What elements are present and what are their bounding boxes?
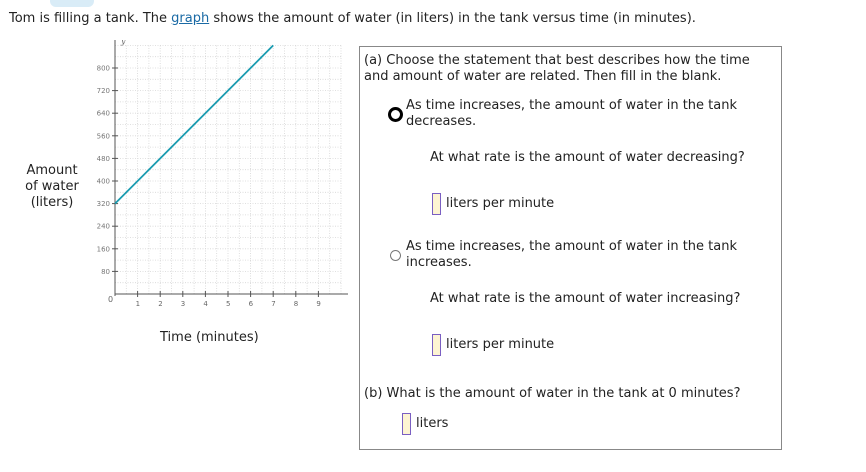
x-tick-label: 4: [203, 300, 208, 308]
water-at-zero-input[interactable]: [402, 413, 411, 435]
y-tick-label: 80: [101, 268, 110, 276]
option-increases-radio[interactable]: [390, 250, 401, 261]
y-axis-title-line: of water: [25, 179, 79, 194]
question-panel: (a) Choose the statement that best descr…: [359, 46, 782, 450]
y-tick-label: 480: [97, 155, 110, 163]
y-tick-label: 720: [97, 87, 110, 95]
x-tick-label: 1: [136, 300, 140, 308]
y-axis-title: Amount of water (liters): [20, 163, 84, 211]
y-axis-title-line: (liters): [30, 195, 74, 210]
x-tick-label: 9: [316, 300, 320, 308]
rate-decreasing-input[interactable]: [432, 193, 441, 215]
x-tick-label: 8: [294, 300, 298, 308]
x-tick-label: 5: [226, 300, 230, 308]
x-tick-label: 3: [181, 300, 185, 308]
rate-increasing-input[interactable]: [432, 334, 441, 356]
series-line: [114, 44, 274, 205]
y-tick-label: 400: [97, 178, 110, 186]
graph-link[interactable]: graph: [171, 11, 210, 26]
y-axis-letter: y: [120, 40, 126, 45]
option-increases-text: As time increases, the amount of water i…: [406, 239, 738, 270]
y-tick-label: 800: [97, 65, 110, 73]
y-tick-label: 160: [97, 245, 110, 253]
part-b-question: (b) What is the amount of water in the t…: [364, 386, 741, 401]
y-tick-label: 640: [97, 110, 110, 118]
x-tick-label: 2: [158, 300, 162, 308]
part-a-question: (a) Choose the statement that best descr…: [364, 53, 750, 84]
x-tick-label: 6: [249, 300, 254, 308]
water-graph: 123456789801602403204004805606407208000x…: [97, 40, 348, 308]
x-axis-title: Time (minutes): [160, 330, 259, 345]
rate-decreasing-unit: liters per minute: [446, 196, 555, 211]
y-tick-label: 320: [97, 200, 110, 208]
rate-decreasing-question: At what rate is the amount of water decr…: [430, 150, 745, 165]
problem-statement: Tom is filling a tank. The graph shows t…: [9, 11, 696, 26]
option-decreases-text: As time increases, the amount of water i…: [406, 98, 738, 129]
y-axis-title-line: Amount: [26, 163, 78, 178]
rate-increasing-question: At what rate is the amount of water incr…: [430, 291, 741, 306]
y-tick-label: 240: [97, 223, 110, 231]
rate-increasing-unit: liters per minute: [446, 337, 555, 352]
y-tick-label: 560: [97, 132, 110, 140]
origin-label: 0: [108, 295, 113, 304]
water-at-zero-unit: liters: [416, 416, 449, 431]
top-tab: [50, 0, 94, 7]
option-decreases-radio[interactable]: [388, 107, 403, 122]
x-tick-label: 7: [271, 300, 275, 308]
